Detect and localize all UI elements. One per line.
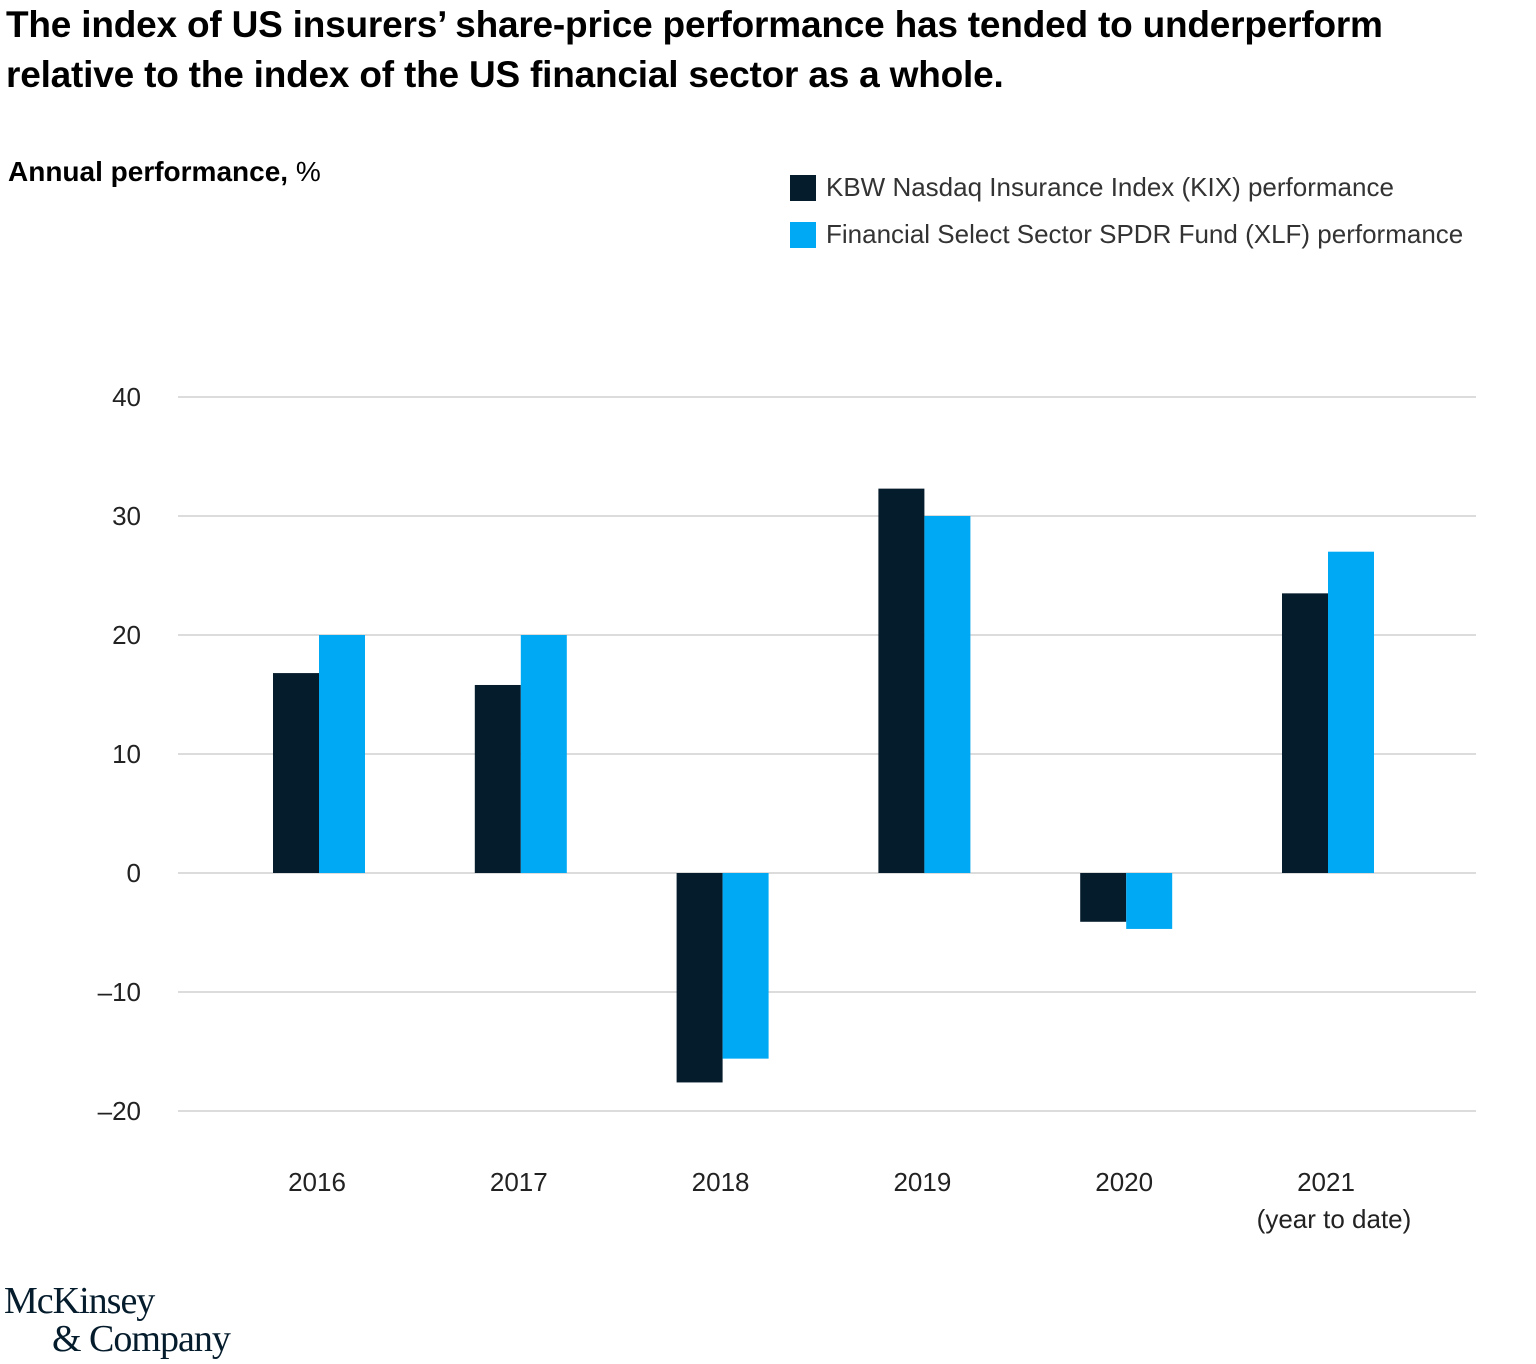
logo-line-1: McKinsey [4, 1280, 155, 1322]
bar-xlf [1328, 551, 1374, 873]
bar-kix [1080, 873, 1127, 922]
bar-kix [878, 488, 925, 873]
legend-label-kix: KBW Nasdaq Insurance Index (KIX) perform… [826, 172, 1394, 202]
bar-xlf [924, 516, 971, 873]
bar-kix [676, 873, 723, 1083]
bar-xlf [722, 873, 769, 1059]
bar-kix [1282, 593, 1328, 873]
y-tick-label: 30 [112, 501, 141, 531]
legend-label-xlf: Financial Select Sector SPDR Fund (XLF) … [826, 219, 1464, 249]
y-axis-label: Annual performance, % [8, 156, 321, 188]
bar-kix [474, 684, 521, 873]
y-tick-label: –10 [98, 977, 141, 1007]
y-tick-label: 0 [127, 858, 141, 888]
legend-item-xlf: Financial Select Sector SPDR Fund (XLF) … [790, 211, 1463, 258]
x-tick-label: 2019 [893, 1167, 951, 1197]
y-tick-label: 20 [112, 620, 141, 650]
x-tick-sublabel: (year to date) [1257, 1204, 1412, 1234]
legend-swatch-xlf [790, 221, 816, 248]
legend-item-kix: KBW Nasdaq Insurance Index (KIX) perform… [790, 164, 1463, 211]
y-tick-label: 10 [112, 739, 141, 769]
y-axis-unit: % [295, 156, 321, 187]
y-tick-label: 40 [112, 382, 141, 412]
y-tick-label: –20 [98, 1096, 141, 1126]
x-tick-label: 2018 [692, 1167, 750, 1197]
y-axis-label-text: Annual performance, [8, 156, 289, 187]
legend: KBW Nasdaq Insurance Index (KIX) perform… [790, 164, 1463, 258]
legend-swatch-kix [790, 174, 816, 201]
x-tick-label: 2017 [490, 1167, 548, 1197]
x-tick-label: 2016 [288, 1167, 346, 1197]
logo-line-2: & Company [52, 1318, 231, 1360]
x-tick-label: 2020 [1095, 1167, 1153, 1197]
x-tick-label: 2021 [1297, 1167, 1355, 1197]
bar-xlf [319, 635, 365, 873]
mckinsey-logo: McKinsey & Company [4, 1280, 231, 1360]
bar-xlf [520, 635, 567, 873]
bar-kix [273, 673, 319, 873]
chart-title: The index of US insurers’ share-price pe… [6, 4, 1383, 95]
bar-xlf [1126, 873, 1173, 929]
